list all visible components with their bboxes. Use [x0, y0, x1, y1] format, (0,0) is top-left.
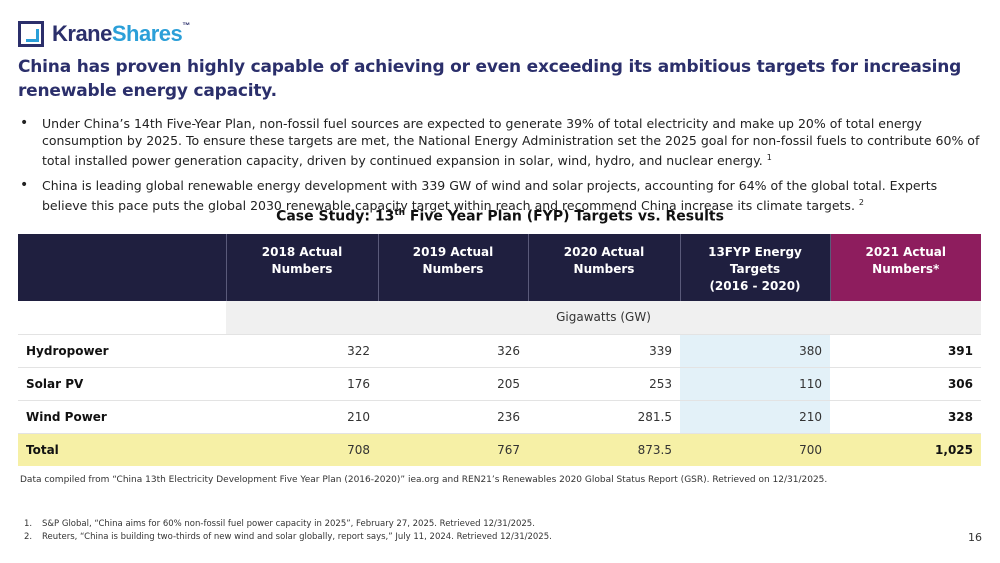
fyp-targets-table: 2018 Actual Numbers 2019 Actual Numbers …: [18, 234, 981, 466]
footnotes: 1. S&P Global, “China aims for 60% non-fo…: [24, 518, 552, 544]
cell-2018: 210: [226, 400, 378, 434]
cell-2019: 767: [378, 433, 528, 466]
header-13fyp-targets: 13FYP Energy Targets (2016 - 2020): [680, 234, 831, 301]
bullet-item: Under China’s 14th Five-Year Plan, non-f…: [20, 115, 980, 169]
logo-mark-icon: [18, 21, 44, 47]
header-2019: 2019 Actual Numbers: [378, 234, 529, 301]
footnote-item: 2. Reuters, “China is building two-thirds…: [24, 532, 552, 542]
cell-target: 700: [680, 433, 830, 466]
table-row: Wind Power 210 236 281.5 210 328: [18, 400, 981, 434]
cell-2019: 326: [378, 334, 528, 368]
header-2021: 2021 Actual Numbers*: [830, 234, 981, 301]
cell-2020: 339: [528, 334, 680, 368]
cell-2021: 1,025: [830, 433, 981, 466]
row-label: Hydropower: [18, 334, 226, 368]
table-row: Solar PV 176 205 253 110 306: [18, 367, 981, 401]
table-row: Hydropower 322 326 339 380 391: [18, 334, 981, 368]
cell-2020: 281.5: [528, 400, 680, 434]
row-label: Wind Power: [18, 400, 226, 434]
page-headline: China has proven highly capable of achie…: [18, 57, 962, 101]
cell-2021: 306: [830, 367, 981, 401]
table-header-row: 2018 Actual Numbers 2019 Actual Numbers …: [18, 234, 981, 301]
row-label: Total: [18, 433, 226, 466]
cell-target: 110: [680, 367, 830, 401]
cell-2018: 708: [226, 433, 378, 466]
footnote-item: 1. S&P Global, “China aims for 60% non-fo…: [24, 519, 535, 529]
kraneshares-logo: KraneShares™: [18, 18, 190, 50]
footnote-ref: 1: [766, 153, 772, 162]
header-2020: 2020 Actual Numbers: [528, 234, 681, 301]
unit-label: Gigawatts (GW): [226, 301, 981, 335]
source-note: Data compiled from “China 13th Electrici…: [20, 475, 828, 485]
cell-target: 380: [680, 334, 830, 368]
bullet-list: Under China’s 14th Five-Year Plan, non-f…: [20, 115, 980, 222]
cell-2021: 328: [830, 400, 981, 434]
header-blank: [18, 234, 227, 301]
table-total-row: Total 708 767 873.5 700 1,025: [18, 433, 981, 466]
cell-2020: 873.5: [528, 433, 680, 466]
row-label: Solar PV: [18, 367, 226, 401]
cell-2019: 205: [378, 367, 528, 401]
case-study-title: Case Study: 13th Five Year Plan (FYP) Ta…: [276, 208, 724, 225]
header-2018: 2018 Actual Numbers: [226, 234, 379, 301]
page-number: 16: [968, 531, 982, 544]
footnote-ref: 2: [858, 198, 865, 208]
cell-target: 210: [680, 400, 830, 434]
cell-2021: 391: [830, 334, 981, 368]
cell-2018: 322: [226, 334, 378, 368]
logo-wordmark: KraneShares™: [52, 21, 190, 46]
cell-2019: 236: [378, 400, 528, 434]
bullet-item: China is leading global renewable energy…: [20, 177, 980, 214]
unit-row: Gigawatts (GW): [18, 301, 981, 335]
cell-2018: 176: [226, 367, 378, 401]
cell-2020: 253: [528, 367, 680, 401]
